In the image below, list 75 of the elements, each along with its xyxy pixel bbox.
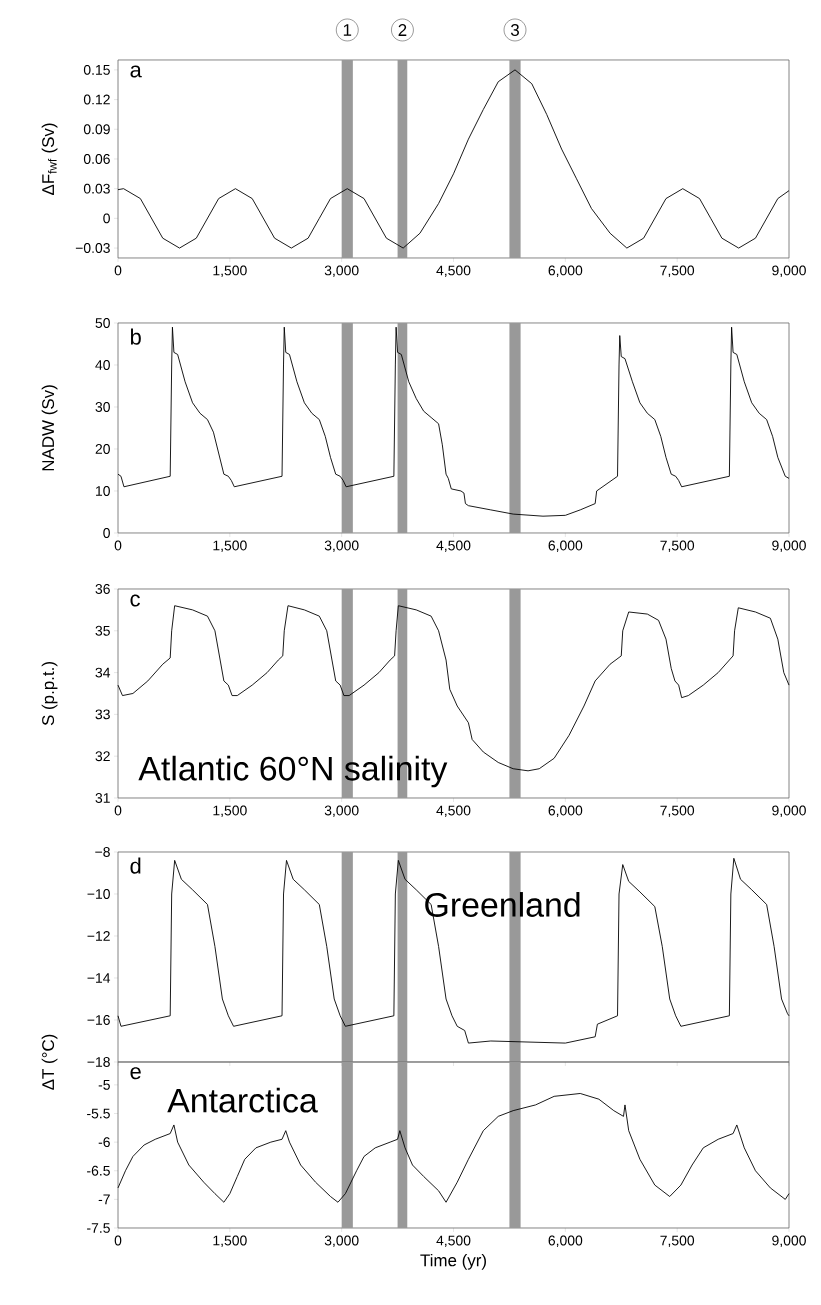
y-tick-label: −0.03 [75,243,110,254]
y-tick-label: -6 [98,1137,110,1148]
y-tick-label: 35 [95,625,110,636]
y-tick-label: 31 [95,793,110,803]
y-tick-label: −12 [87,931,110,941]
y-tick-label: −10 [87,889,110,899]
x-tick-label: 0 [114,805,122,816]
y-tick-label: -7.5 [87,1223,110,1233]
x-tick-label: 7,500 [660,265,695,278]
annotation: Greenland [425,892,580,917]
annotation: d [130,857,141,874]
annotation: a [130,65,142,78]
x-tick-label: 7,500 [660,1235,695,1248]
x-tick-label: 9,000 [772,805,806,818]
x-tick-label: 4,500 [436,540,471,553]
x-tick-label: 1,500 [213,265,247,278]
x-tick-label: 6,000 [548,540,583,553]
x-tick-label: 7,500 [660,805,695,818]
annotation: Antarctica [167,1087,318,1113]
x-tick-label: 4,500 [436,265,471,278]
y-tick-label: −16 [87,1015,110,1025]
y-tick-label: -6.5 [87,1165,110,1176]
y-tick-label: 0.03 [83,183,110,194]
x-tick-label: 1,500 [213,1235,247,1248]
x-tick-label: 6,000 [548,805,583,818]
x-tick-label: 6,000 [548,265,583,278]
y-tick-label: −18 [87,1057,110,1067]
x-tick-label: 3,000 [324,805,359,818]
y-tick-label: 0.15 [83,64,110,75]
band-label: 3 [510,23,519,36]
x-tick-label: 3,000 [324,540,359,553]
x-tick-label: 4,500 [436,805,471,818]
y-tick-label: 0.09 [83,124,110,135]
x-tick-label: 3,000 [324,1235,359,1248]
y-tick-label: 50 [95,318,110,328]
y-tick-label: 40 [95,360,110,370]
x-tick-label: 1,500 [213,540,247,553]
y-axis-title: S (p.p.t.) [41,662,58,726]
annotation: Atlantic 60°N salinity [138,755,448,788]
y-tick-label: 36 [95,584,110,594]
y-axis-title: ΔT (°C) [41,1034,58,1090]
x-tick-label: 9,000 [772,265,806,278]
annotation: b [130,328,141,345]
y-tick-label: 33 [95,709,110,720]
band-label: 2 [398,24,407,36]
x-tick-label: 0 [114,540,122,551]
y-tick-label: 0.06 [83,154,110,164]
y-tick-label: 34 [95,667,111,678]
x-tick-label: 6,000 [548,1235,583,1248]
x-tick-label: 9,000 [772,540,806,553]
y-tick-label: -5 [98,1080,110,1090]
y-axis-title: NADW (Sv) [41,385,58,471]
y-tick-label: 20 [95,444,110,454]
y-tick-label: 0.12 [83,94,110,105]
y-tick-label: -7 [98,1194,110,1205]
y-tick-label: 10 [96,486,110,496]
y-tick-label: 32 [95,751,110,762]
y-tick-label: 30 [95,402,110,412]
y-tick-label: 0 [103,528,110,538]
x-tick-label: 3,000 [324,265,359,278]
x-tick-label: 0 [114,1235,122,1246]
x-tick-label: 1,500 [213,805,247,818]
y-axis-title: ΔF$_{fwf}$ (Sv) [41,123,58,195]
y-tick-label: −14 [87,973,111,983]
annotation: e [130,1067,141,1080]
band-label: 1 [343,24,352,36]
y-tick-label: 0 [103,213,110,224]
x-tick-label: 7,500 [660,540,695,553]
x-tick-label: 9,000 [772,1235,806,1248]
y-tick-label: −8 [95,847,110,857]
x-tick-label: 0 [114,265,122,276]
y-tick-label: -5.5 [87,1108,110,1119]
x-axis-title: Time (yr) [420,1253,486,1270]
x-tick-label: 4,500 [436,1235,471,1248]
annotation: c [130,594,140,607]
